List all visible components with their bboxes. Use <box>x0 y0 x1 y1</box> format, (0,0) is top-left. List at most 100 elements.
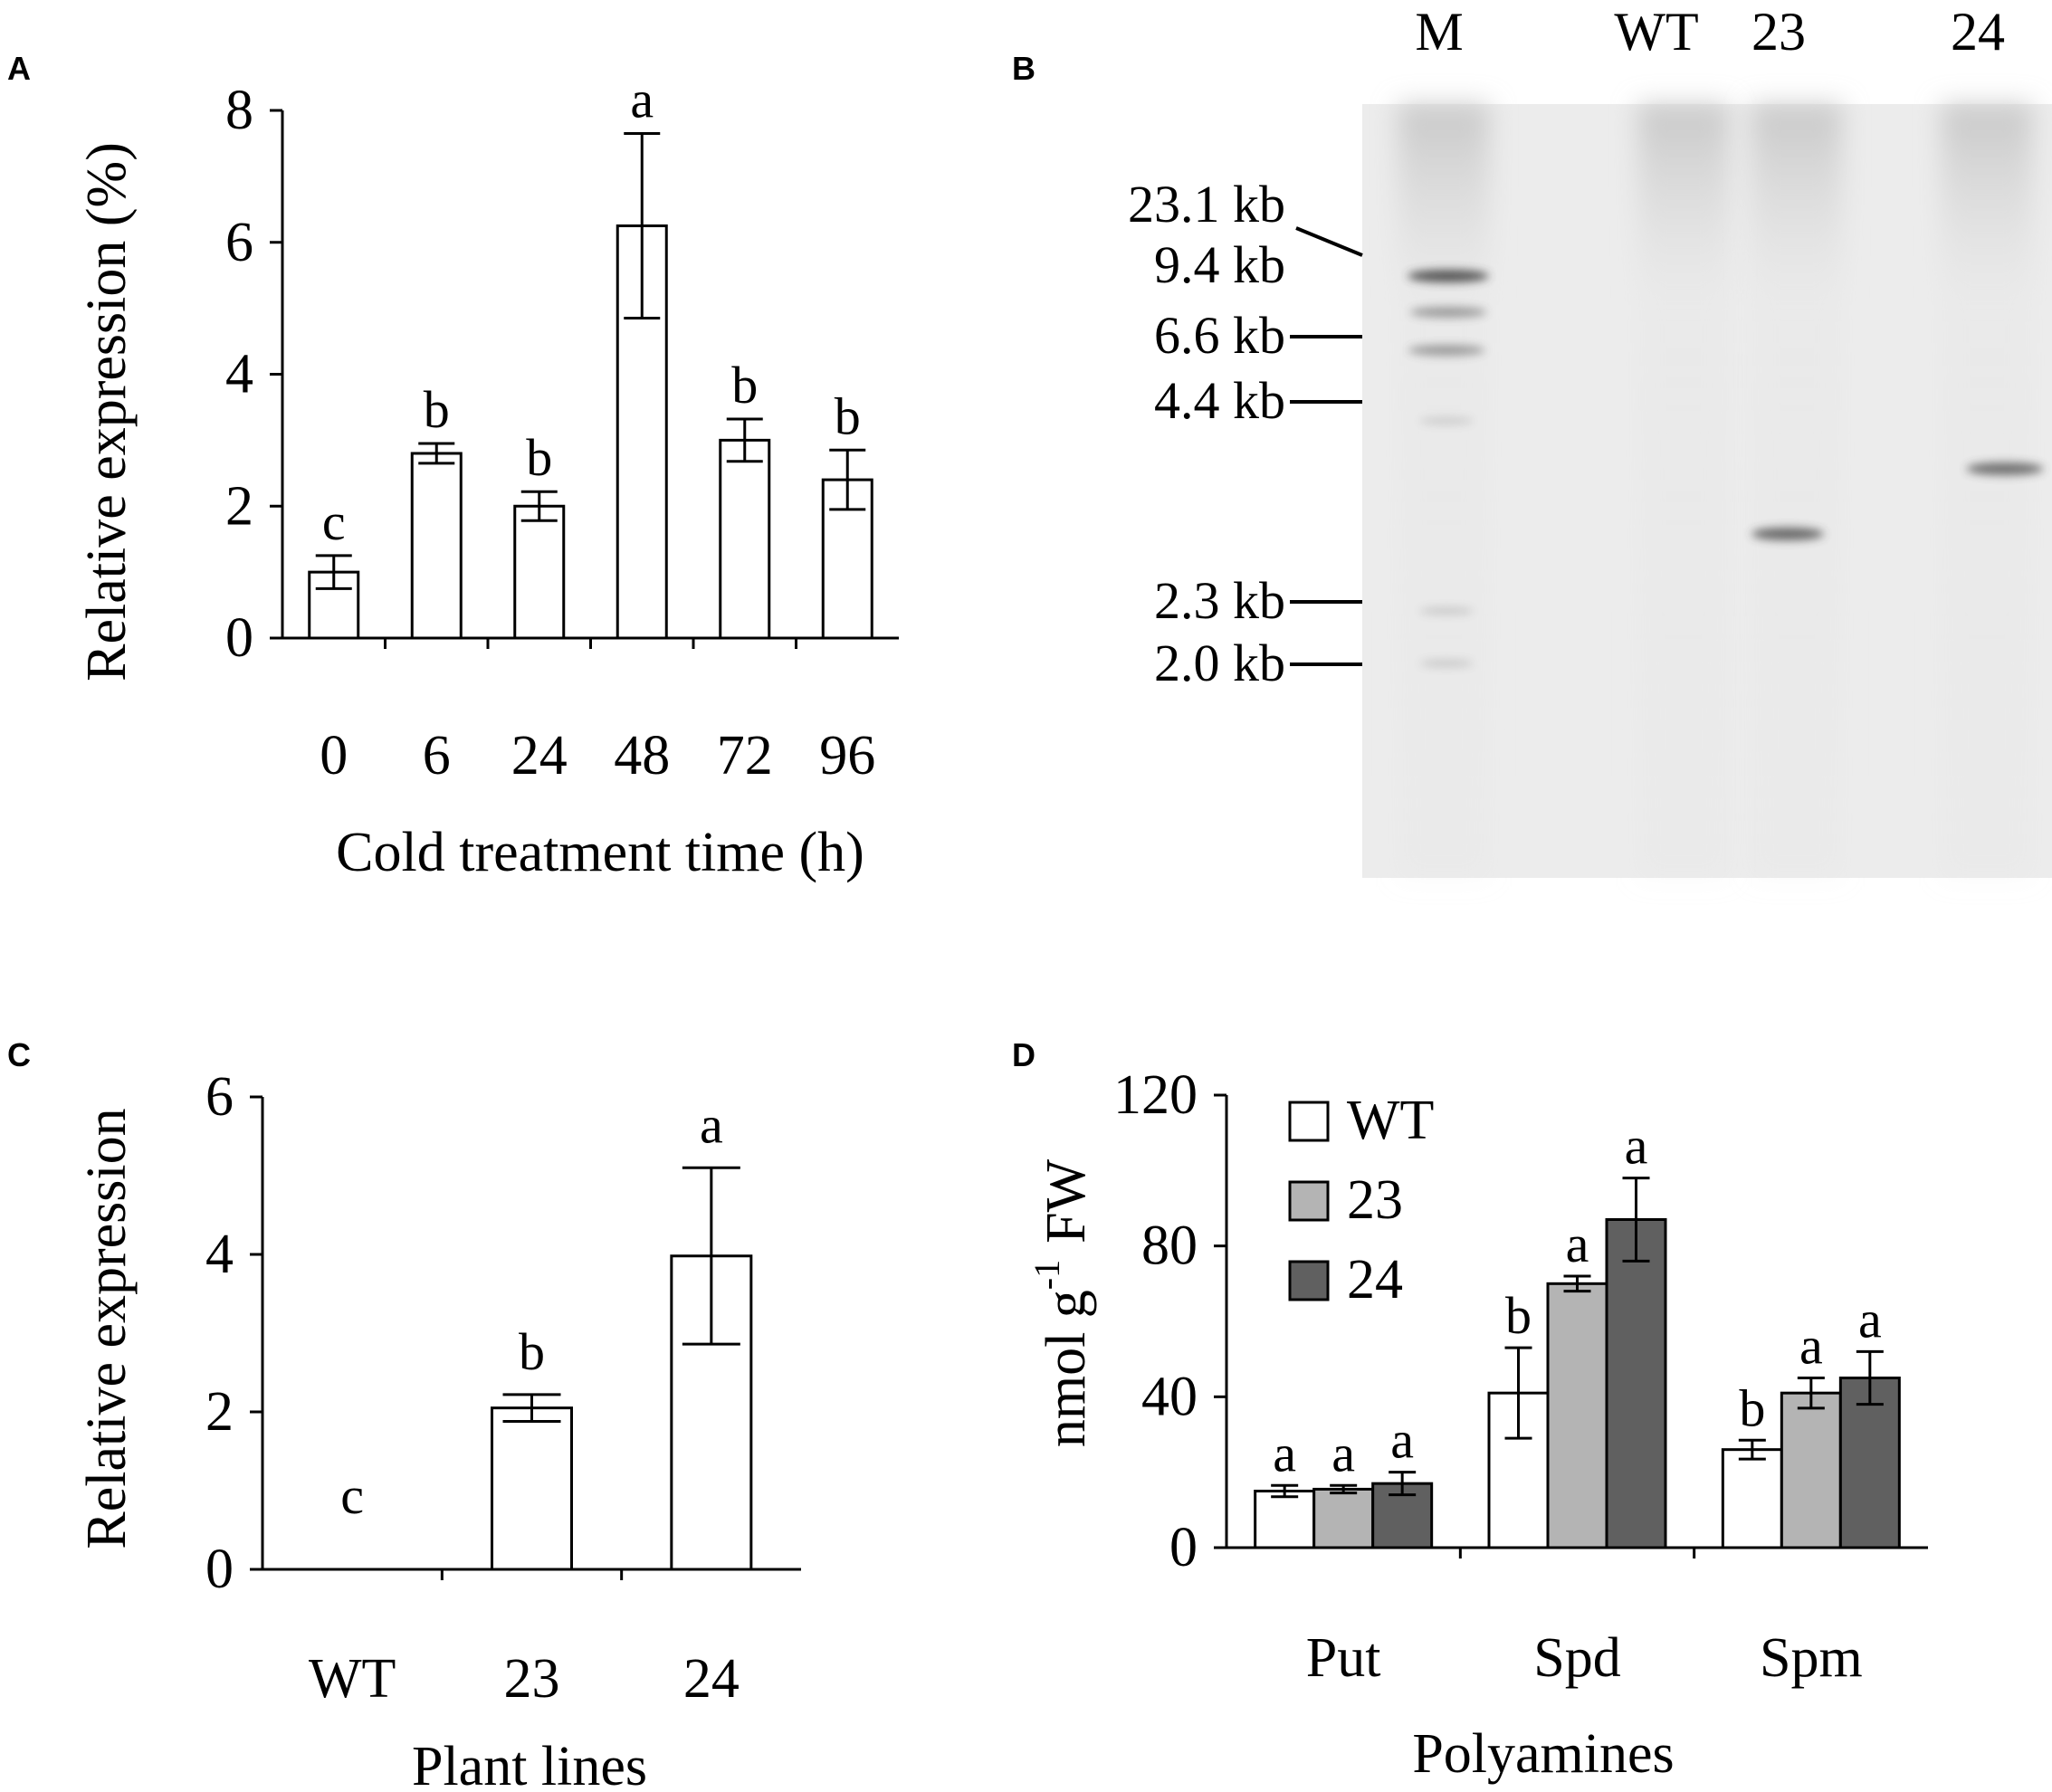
panel-label-b: B <box>1012 50 1036 87</box>
blot-band <box>1751 528 1824 540</box>
chart-a-y-axis-ticks: 0 2 4 6 8 <box>225 80 282 669</box>
legend-label-24: 24 <box>1347 1249 1403 1311</box>
chart-d-x-tick-label: Spd <box>1533 1627 1620 1689</box>
chart-a-y-tick-label: 8 <box>225 80 253 141</box>
chart-a-x-tick-label: 6 <box>423 725 451 786</box>
chart-d-significance-letter: b <box>1505 1286 1532 1345</box>
chart-d-y-axis-ticks: 0 40 80 120 <box>1113 1064 1226 1578</box>
chart-a-axes: 0 6 24 48 72 96 <box>281 110 899 786</box>
blot-lane-label: M <box>1415 2 1463 62</box>
blot-band <box>1419 607 1474 615</box>
chart-d-y-tick-label: 120 <box>1113 1064 1198 1126</box>
blot-marker-line <box>1295 226 1363 257</box>
blot-lane-streak <box>1942 104 2032 878</box>
chart-a-y-tick-label: 2 <box>225 475 253 537</box>
chart-d-bar <box>1838 1377 1901 1549</box>
legend-swatch-24 <box>1288 1260 1330 1301</box>
chart-a-x-tick-label: 0 <box>320 725 348 786</box>
chart-d-y-axis-title: nmol g-1 FW <box>1026 1158 1097 1447</box>
chart-a-x-tick-label: 48 <box>614 725 670 786</box>
blot-bands <box>1408 270 2044 667</box>
chart-c-significance-letter: c <box>340 1466 364 1525</box>
chart-c-significance-letter: b <box>519 1322 545 1381</box>
blot-size-markers: 23.1 kb9.4 kb 6.6 kb 4.4 kb 2.3 kb2.0 kb <box>1128 175 1363 692</box>
chart-d-bar <box>1605 1218 1667 1549</box>
chart-a-significance-letter: b <box>526 428 552 487</box>
chart-d-bar <box>1780 1391 1842 1549</box>
blot-marker-label: 2.0 kb <box>1154 634 1285 692</box>
legend-label-WT: WT <box>1347 1090 1434 1151</box>
chart-d-significance-letter: a <box>1566 1215 1589 1273</box>
blot-marker-label: 23.1 kb <box>1128 175 1285 234</box>
southern-blot-image: M WT 23 24 23.1 kb9.4 kb 6.6 kb 4.4 kb 2.3 kb2… <box>1128 2 2052 878</box>
chart-d-legend: WT 23 24 <box>1288 1090 1434 1311</box>
blot-lane-streak <box>1751 104 1842 878</box>
chart-d-y-tick-label: 80 <box>1141 1215 1198 1277</box>
blot-lane-label: 24 <box>1951 2 2005 62</box>
chart-d-y-tick-label: 40 <box>1141 1366 1198 1427</box>
chart-a-y-tick-label: 4 <box>225 344 253 405</box>
blot-marker-label: 4.4 kb <box>1154 371 1285 430</box>
blot-band <box>1408 345 1485 356</box>
svg-text:nmol g-1FW: nmol g-1 FW <box>1026 1158 1097 1447</box>
blot-lane-streaks <box>1398 104 2032 878</box>
chart-d-x-tick-label: Put <box>1306 1627 1381 1689</box>
chart-c-y-axis-ticks: 0 2 4 6 <box>205 1066 262 1600</box>
chart-c-y-tick-label: 0 <box>205 1539 234 1600</box>
chart-d-significance-letter: a <box>1625 1117 1648 1176</box>
chart-a-bar <box>513 504 566 640</box>
chart-a-bar <box>410 452 463 640</box>
panel-label-a: A <box>7 50 31 87</box>
chart-a-x-tick-label: 72 <box>717 725 773 786</box>
chart-d-bar <box>1254 1490 1316 1549</box>
chart-a-x-tick-label: 24 <box>511 725 568 786</box>
panel-label-c: C <box>7 1036 31 1073</box>
blot-band <box>1419 660 1474 667</box>
chart-c-axes: WT 23 24 <box>261 1097 801 1710</box>
chart-d-y-axis-title-unit: nmol g <box>1036 1290 1097 1447</box>
legend-swatch-WT <box>1288 1101 1330 1142</box>
chart-a-x-tick-label: 96 <box>819 725 875 786</box>
chart-c-x-tick-label: WT <box>309 1648 396 1710</box>
blot-marker-label: 9.4 kb <box>1154 235 1285 294</box>
legend-label-23: 23 <box>1347 1169 1403 1231</box>
blot-lane-labels: M WT 23 24 <box>1415 2 2005 62</box>
chart-a-y-tick-label: 6 <box>225 212 253 273</box>
chart-d-significance-letter: a <box>1331 1424 1355 1482</box>
blot-band <box>1966 462 2044 475</box>
blot-band <box>1408 270 1489 282</box>
chart-a-significance-letter: a <box>630 71 654 129</box>
chart-c-y-axis-title: Relative expression <box>76 1108 138 1549</box>
chart-d-axes: Put Spd Spm <box>1225 1095 1928 1689</box>
chart-a-y-tick-label: 0 <box>225 607 253 669</box>
chart-d-x-tick-label: Spm <box>1760 1627 1863 1689</box>
chart-a-x-axis-title: Cold treatment time (h) <box>336 822 864 883</box>
legend-swatch-23 <box>1288 1180 1330 1222</box>
blot-marker-label: 2.3 kb <box>1154 571 1285 630</box>
chart-a-significance-letter: c <box>322 492 346 551</box>
chart-c-y-tick-label: 2 <box>205 1381 234 1443</box>
chart-d-significance-letter: a <box>1273 1424 1296 1482</box>
chart-d-significance-letter: b <box>1739 1378 1765 1437</box>
panel-label-d: D <box>1012 1036 1036 1073</box>
chart-c-y-tick-label: 6 <box>205 1066 234 1128</box>
chart-d-y-axis-title-sup: -1 <box>1026 1260 1067 1290</box>
chart-c-bar <box>491 1406 573 1571</box>
chart-c-x-tick-label: 23 <box>504 1648 560 1710</box>
blot-lane-label: 23 <box>1751 2 1806 62</box>
chart-d-bar <box>1721 1448 1783 1549</box>
chart-a-significance-letter: b <box>835 386 861 445</box>
chart-a-significance-letter: b <box>424 380 450 439</box>
chart-c-significance-letter: a <box>700 1095 723 1154</box>
chart-d-significance-letter: a <box>1858 1290 1882 1349</box>
blot-lane-streak <box>1398 104 1489 878</box>
chart-d-y-axis-title-fw: FW <box>1036 1158 1097 1243</box>
chart-d-y-tick-label: 0 <box>1169 1517 1198 1578</box>
blot-lane-streak <box>1638 104 1729 878</box>
chart-c-x-tick-label: 24 <box>683 1648 740 1710</box>
blot-band <box>1419 417 1474 424</box>
